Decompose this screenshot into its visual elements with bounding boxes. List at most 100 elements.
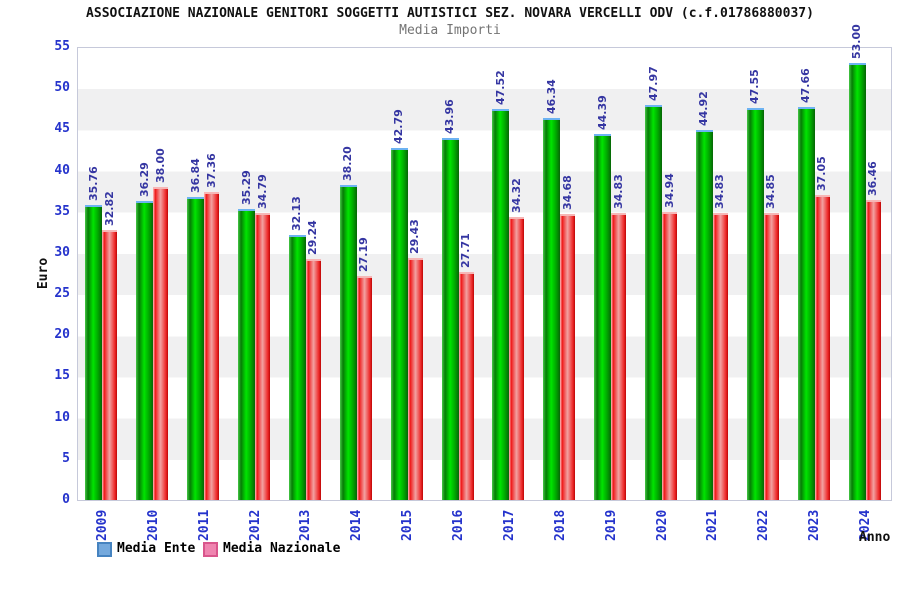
x-tick-label-2011: 2011 xyxy=(196,509,212,541)
x-tick-label-2012: 2012 xyxy=(247,509,263,541)
bar-media-ente-2023 xyxy=(797,107,815,500)
value-label-media-nazionale-2016: 27.71 xyxy=(459,232,473,268)
x-tick-label-2021: 2021 xyxy=(705,509,721,541)
bar-media-ente-2010 xyxy=(136,201,154,500)
value-label-media-ente-2011: 36.84 xyxy=(188,157,202,193)
bar-media-ente-2012 xyxy=(238,209,256,500)
value-label-media-ente-2020: 47.97 xyxy=(646,66,660,101)
bar-media-nazionale-2024 xyxy=(865,199,881,500)
value-label-media-nazionale-2009: 32.82 xyxy=(102,190,116,226)
bar-media-ente-2013 xyxy=(288,235,306,500)
y-tick-label-10: 10 xyxy=(54,409,70,425)
value-label-media-nazionale-2014: 27.19 xyxy=(357,237,371,273)
y-tick-label-25: 25 xyxy=(54,286,70,302)
value-label-media-nazionale-2011: 37.36 xyxy=(204,153,218,189)
bar-media-nazionale-2010 xyxy=(153,187,169,500)
bar-media-ente-2009 xyxy=(85,205,103,500)
bar-media-ente-2021 xyxy=(695,130,713,500)
value-label-media-nazionale-2010: 38.00 xyxy=(153,148,167,184)
value-label-media-nazionale-2022: 34.85 xyxy=(764,174,778,209)
bar-media-ente-2020 xyxy=(645,104,663,500)
y-tick-label-0: 0 xyxy=(62,492,70,507)
legend-label-media-nazionale: Media Nazionale xyxy=(223,541,341,556)
x-tick-label-2016: 2016 xyxy=(451,509,467,541)
bar-media-nazionale-2014 xyxy=(356,276,372,500)
value-label-media-nazionale-2024: 36.46 xyxy=(866,160,880,196)
bar-media-ente-2022 xyxy=(746,108,764,500)
x-tick-label-2022: 2022 xyxy=(756,509,772,541)
y-tick-label-5: 5 xyxy=(62,450,70,466)
y-tick-label-20: 20 xyxy=(54,327,70,343)
value-label-media-ente-2015: 42.79 xyxy=(392,108,406,144)
bar-media-nazionale-2018 xyxy=(560,214,576,500)
x-tick-label-2017: 2017 xyxy=(501,509,517,541)
value-label-media-ente-2014: 38.20 xyxy=(341,146,355,182)
y-tick-label-50: 50 xyxy=(54,80,70,96)
value-label-media-ente-2019: 44.39 xyxy=(595,95,609,131)
bar-media-nazionale-2021 xyxy=(712,213,728,500)
y-axis-title: Euro xyxy=(36,257,52,290)
chart-title: ASSOCIAZIONE NAZIONALE GENITORI SOGGETTI… xyxy=(86,6,814,21)
value-label-media-ente-2021: 44.92 xyxy=(697,91,711,127)
value-label-media-ente-2018: 46.34 xyxy=(544,79,558,115)
bar-media-ente-2015 xyxy=(390,147,408,500)
bar-media-ente-2017 xyxy=(492,108,510,500)
x-tick-label-2020: 2020 xyxy=(654,509,670,541)
x-tick-label-2013: 2013 xyxy=(298,509,314,541)
bar-media-nazionale-2012 xyxy=(255,213,271,500)
value-label-media-ente-2010: 36.29 xyxy=(137,162,151,198)
y-tick-label-15: 15 xyxy=(54,368,70,384)
value-label-media-nazionale-2020: 34.94 xyxy=(662,173,676,209)
legend-label-media-ente: Media Ente xyxy=(117,541,196,556)
bar-media-nazionale-2017 xyxy=(509,217,525,500)
x-tick-label-2014: 2014 xyxy=(349,509,365,541)
value-label-media-nazionale-2017: 34.32 xyxy=(509,178,523,214)
x-tick-label-2019: 2019 xyxy=(603,509,619,541)
value-label-media-nazionale-2018: 34.68 xyxy=(560,175,574,211)
bar-media-nazionale-2013 xyxy=(305,259,321,500)
x-tick-label-2018: 2018 xyxy=(552,509,568,541)
y-tick-label-35: 35 xyxy=(54,203,70,219)
bar-media-ente-2018 xyxy=(543,118,561,500)
y-tick-label-45: 45 xyxy=(54,121,70,137)
bar-media-nazionale-2016 xyxy=(458,271,474,500)
value-label-media-nazionale-2019: 34.83 xyxy=(611,174,625,210)
x-tick-label-2023: 2023 xyxy=(807,509,823,541)
x-tick-label-2015: 2015 xyxy=(400,509,416,541)
value-label-media-ente-2012: 35.29 xyxy=(239,170,253,206)
value-label-media-nazionale-2012: 34.79 xyxy=(255,174,269,210)
legend-swatch-media-nazionale xyxy=(203,542,218,557)
chart-subtitle: Media Importi xyxy=(399,23,501,38)
value-label-media-ente-2013: 32.13 xyxy=(290,196,304,232)
bar-media-ente-2014 xyxy=(339,185,357,500)
value-label-media-nazionale-2013: 29.24 xyxy=(306,220,320,256)
y-tick-label-55: 55 xyxy=(54,39,70,54)
bar-media-ente-2011 xyxy=(187,196,205,500)
bar-media-ente-2024 xyxy=(848,63,866,500)
value-label-media-ente-2017: 47.52 xyxy=(493,69,507,105)
value-label-media-ente-2022: 47.55 xyxy=(748,69,762,105)
bar-media-ente-2019 xyxy=(594,134,612,500)
x-tick-label-2010: 2010 xyxy=(145,509,161,541)
bar-media-nazionale-2019 xyxy=(611,213,627,500)
bar-media-nazionale-2022 xyxy=(763,212,779,500)
bar-media-ente-2016 xyxy=(441,137,459,500)
value-label-media-nazionale-2015: 29.43 xyxy=(408,218,422,254)
value-label-media-ente-2024: 53.00 xyxy=(850,24,864,60)
bar-media-nazionale-2015 xyxy=(407,257,423,500)
bar-media-nazionale-2020 xyxy=(662,212,678,500)
value-label-media-nazionale-2021: 34.83 xyxy=(713,174,727,210)
y-tick-label-40: 40 xyxy=(54,162,70,178)
value-label-media-ente-2016: 43.96 xyxy=(443,99,457,134)
bar-media-nazionale-2023 xyxy=(814,194,830,500)
bar-media-nazionale-2009 xyxy=(102,229,118,500)
x-tick-label-2009: 2009 xyxy=(94,509,110,541)
y-tick-label-30: 30 xyxy=(54,244,70,260)
value-label-media-nazionale-2023: 37.05 xyxy=(815,156,829,191)
x-axis-title: Anno xyxy=(859,530,891,545)
legend-swatch-media-ente xyxy=(97,542,112,557)
value-label-media-ente-2023: 47.66 xyxy=(799,68,813,104)
bar-media-nazionale-2011 xyxy=(204,192,220,500)
value-label-media-ente-2009: 35.76 xyxy=(86,166,100,202)
